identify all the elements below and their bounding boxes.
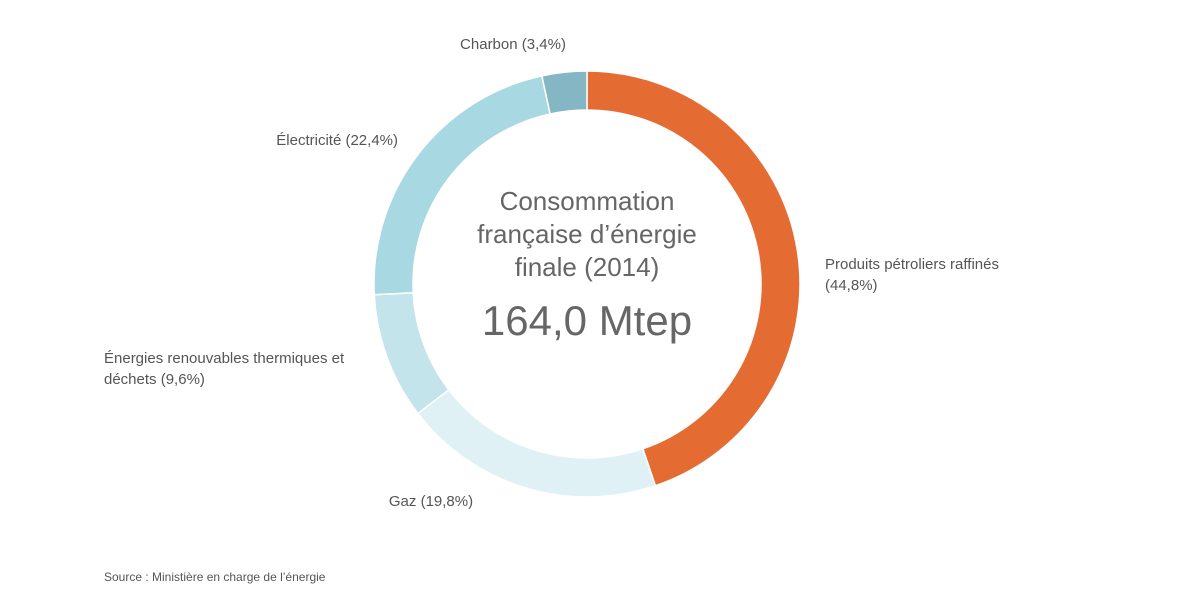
slice-label: Gaz (19,8%) [331, 491, 531, 512]
category-label: Énergies renouvables thermiques et déche… [104, 350, 345, 388]
center-total: 164,0 Mtep [481, 297, 693, 344]
category-label: Électricité [276, 132, 346, 149]
value-label: (3,4%) [521, 36, 566, 53]
category-label: Charbon [460, 36, 518, 53]
slice-label: Électricité (22,4%) [198, 130, 398, 151]
value-label: (44,8%) [825, 277, 878, 294]
center: Consommation française d’énergie finale … [477, 185, 697, 346]
slice-label: Charbon (3,4%) [413, 34, 613, 55]
slice-label: Énergies renouvables thermiques et déche… [104, 348, 354, 390]
slice [586, 70, 801, 487]
slice-label: Produits pétroliers raffinés (44,8%) [825, 254, 1040, 296]
category-label: Gaz [388, 493, 417, 510]
slice [540, 70, 588, 115]
value-label: (19,8%) [420, 493, 474, 510]
category-label: Produits pétroliers raffinés [825, 256, 999, 273]
source: Source : Ministière en charge de l’énerg… [104, 570, 326, 584]
center-title: Consommation française d’énergie finale … [477, 186, 697, 282]
value-label: (22,4%) [345, 132, 398, 149]
slice [416, 388, 657, 498]
value-label: (9,6%) [160, 371, 205, 388]
slice [373, 291, 450, 415]
